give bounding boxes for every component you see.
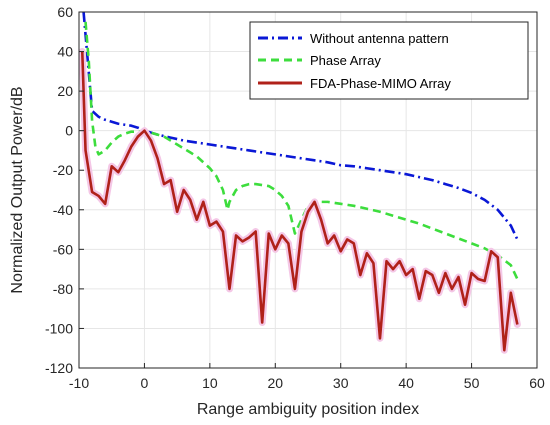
x-axis-label: Range ambiguity position index bbox=[197, 401, 419, 418]
y-tick-label: -60 bbox=[53, 241, 73, 257]
y-axis-label: Normalized Output Power/dB bbox=[9, 86, 26, 293]
y-tick-label: -20 bbox=[53, 162, 73, 178]
y-tick-label: -120 bbox=[45, 360, 73, 376]
x-tick-label: 60 bbox=[529, 375, 545, 391]
y-tick-label: 60 bbox=[57, 4, 73, 20]
x-tick-label: 10 bbox=[202, 375, 218, 391]
y-tick-label: -100 bbox=[45, 320, 73, 336]
y-tick-label: 40 bbox=[57, 44, 73, 60]
y-tick-label: -80 bbox=[53, 281, 73, 297]
y-tick-label: -40 bbox=[53, 202, 73, 218]
axis-ticks: -10 0 10 20 30 40 50 60-120-100-80-60-40-200204… bbox=[45, 4, 545, 391]
legend-label-without-antenna-pattern: Without antenna pattern bbox=[310, 31, 449, 46]
series-line-phase-array bbox=[84, 21, 519, 280]
x-tick-label: -10 bbox=[69, 375, 89, 391]
series-lines bbox=[78, 11, 521, 354]
y-tick-label: 20 bbox=[57, 83, 73, 99]
x-tick-label: 40 bbox=[398, 375, 414, 391]
legend-box bbox=[249, 21, 529, 100]
legend-label-phase-array: Phase Array bbox=[310, 53, 381, 68]
x-tick-label: 0 bbox=[141, 375, 149, 391]
plot-frame bbox=[78, 11, 538, 369]
x-tick-label: 30 bbox=[333, 375, 349, 391]
series-line-fda-phase-mimo-array bbox=[80, 51, 519, 352]
legend: Without antenna pattern Phase Array FDA-… bbox=[249, 21, 529, 100]
series-line-without-antenna-pattern bbox=[82, 11, 519, 240]
x-tick-label: 20 bbox=[267, 375, 283, 391]
y-tick-label: 0 bbox=[65, 123, 73, 139]
legend-label-fda-phase-mimo-array: FDA-Phase-MIMO Array bbox=[310, 76, 451, 91]
x-tick-label: 50 bbox=[464, 375, 480, 391]
